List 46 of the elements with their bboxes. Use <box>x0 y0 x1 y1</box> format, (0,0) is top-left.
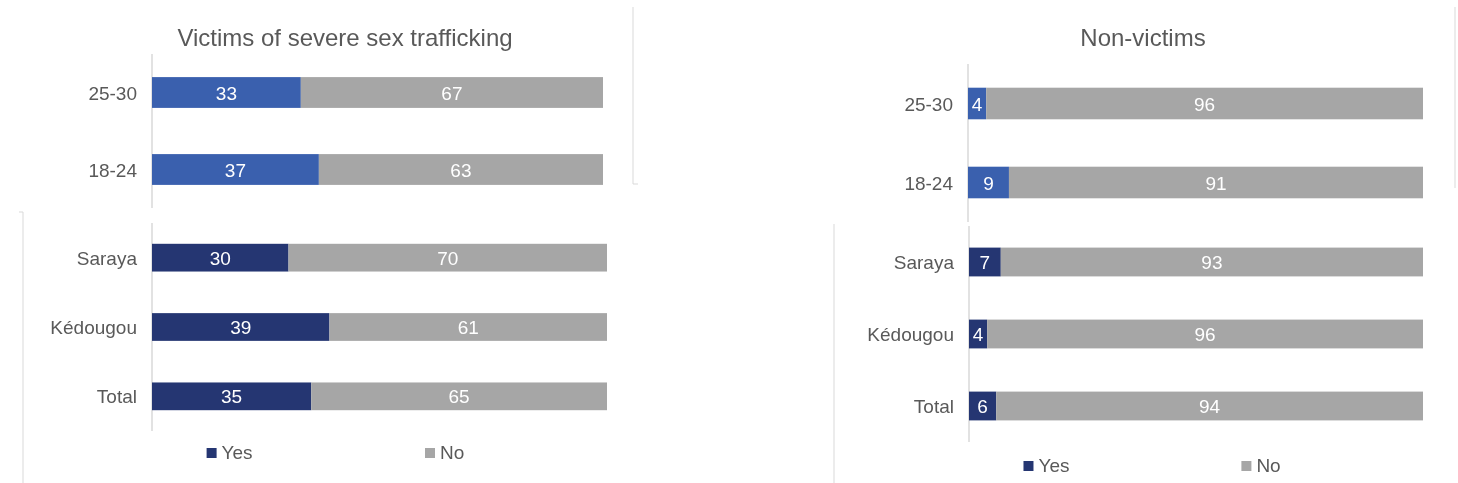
y-tick-label: 18-24 <box>904 172 954 194</box>
data-label: 35 <box>221 386 243 408</box>
data-label: 6 <box>977 396 988 417</box>
legend-label: No <box>440 442 465 463</box>
data-label: 4 <box>972 324 984 345</box>
y-tick-label: 25-30 <box>904 93 953 115</box>
data-label: 94 <box>1199 396 1221 417</box>
y-tick-label: Kédougou <box>50 317 137 338</box>
y-tick-label: Total <box>96 386 137 408</box>
bar <box>1000 247 1423 277</box>
y-tick-label: 18-24 <box>88 159 138 181</box>
data-label: 67 <box>441 82 463 104</box>
bar <box>969 247 1001 277</box>
data-label: 70 <box>437 247 459 269</box>
y-tick-label: 25-30 <box>88 82 137 104</box>
data-label: 63 <box>450 159 472 181</box>
bar <box>152 382 312 411</box>
bar <box>288 243 607 272</box>
data-label: 4 <box>971 93 983 115</box>
data-label: 30 <box>209 247 231 269</box>
bar <box>152 313 330 341</box>
bar <box>996 391 1423 421</box>
data-label: 39 <box>230 317 252 338</box>
data-label: 61 <box>457 317 479 338</box>
bar <box>329 313 607 341</box>
legend-label: Yes <box>1038 455 1070 476</box>
bar <box>311 382 607 411</box>
chart-title: Non-victims <box>1080 24 1206 51</box>
bar <box>987 319 1423 349</box>
data-label: 91 <box>1205 172 1227 194</box>
chart-title: Victims of severe sex trafficking <box>177 24 513 51</box>
y-tick-label: Saraya <box>893 252 955 273</box>
data-label: 37 <box>224 159 247 181</box>
y-tick-label: Kédougou <box>867 324 954 345</box>
y-tick-label: Saraya <box>76 247 138 269</box>
data-label: 7 <box>979 252 991 273</box>
data-label: 65 <box>448 386 470 408</box>
data-label: 9 <box>983 172 994 194</box>
data-label: 96 <box>1194 93 1216 115</box>
legend-label: No <box>1256 455 1281 476</box>
data-label: 96 <box>1194 324 1216 345</box>
y-tick-label: Total <box>913 396 954 417</box>
data-label: 33 <box>215 82 237 104</box>
data-label: 93 <box>1201 252 1223 273</box>
legend-label: Yes <box>221 442 253 463</box>
bar <box>152 243 289 272</box>
